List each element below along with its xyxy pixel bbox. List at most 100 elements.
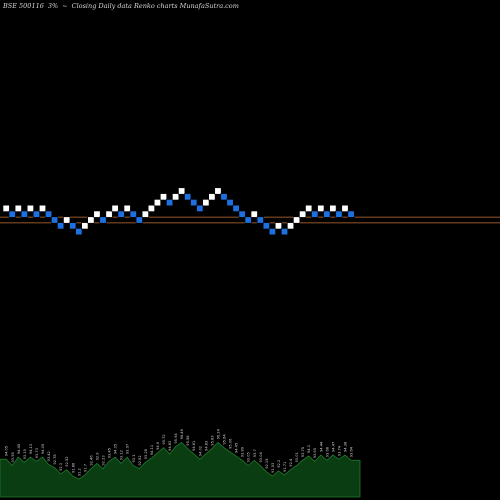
- volume-label: 91.86: [71, 462, 75, 473]
- renko-bricks: [2, 187, 355, 236]
- volume-label: 93.75: [301, 447, 305, 457]
- renko-brick-down: [226, 199, 234, 207]
- volume-label: 94.38: [344, 441, 348, 452]
- volume-label: 91.7: [83, 464, 87, 472]
- volume-label: 91.53: [271, 463, 275, 473]
- volume-label: 94.9: [156, 441, 160, 450]
- renko-brick-up: [178, 187, 186, 195]
- renko-brick-down: [311, 210, 319, 218]
- volume-label: 94.13: [29, 444, 33, 454]
- renko-brick-down: [232, 204, 240, 212]
- volume-label: 93.55: [11, 452, 15, 462]
- volume-label: 94.44: [319, 441, 323, 452]
- volume-label: 93.42: [47, 451, 51, 461]
- renko-brick-up: [105, 210, 113, 218]
- renko-brick-down: [99, 216, 107, 224]
- volume-label: 95.72: [162, 434, 166, 444]
- volume-label: 93.97: [126, 444, 130, 454]
- renko-brick-down: [220, 193, 228, 201]
- renko-brick-down: [238, 210, 246, 218]
- volume-label: 92.3: [59, 463, 63, 471]
- volume-label: 95.06: [229, 438, 233, 449]
- renko-brick-up: [141, 210, 149, 218]
- volume-area: [0, 441, 361, 498]
- renko-brick-down: [8, 210, 16, 218]
- renko-brick-up: [2, 204, 10, 212]
- renko-brick-up: [293, 216, 301, 224]
- volume-label: 94.47: [331, 442, 335, 452]
- renko-brick-down: [20, 210, 28, 218]
- volume-label: 93.74: [337, 445, 341, 456]
- renko-brick-up: [250, 210, 258, 218]
- volume-label: 94.83: [204, 441, 208, 451]
- renko-brick-down: [184, 193, 192, 201]
- volume-label: 93.28: [144, 448, 148, 459]
- volume-label: 93.73: [35, 448, 39, 458]
- renko-brick-up: [208, 193, 216, 201]
- renko-brick-up: [153, 199, 161, 207]
- renko-brick-up: [38, 204, 46, 212]
- volume-label: 94.11: [150, 445, 154, 455]
- renko-brick-up: [123, 204, 131, 212]
- renko-brick-up: [287, 222, 295, 230]
- renko-brick-down: [45, 210, 53, 218]
- volume-label: 92.46: [89, 455, 93, 466]
- volume-label: 93.45: [108, 448, 112, 458]
- volume-label: 93.15: [23, 449, 27, 459]
- renko-brick-down: [135, 216, 143, 224]
- volume-label: 95.83: [210, 435, 214, 445]
- renko-brick-up: [341, 204, 349, 212]
- renko-brick-down: [75, 228, 83, 236]
- renko-brick-up: [202, 199, 210, 207]
- renko-brick-down: [335, 210, 343, 218]
- volume-label: 93.7: [253, 449, 257, 457]
- volume-label: 91.2: [77, 468, 81, 476]
- renko-brick-down: [190, 199, 198, 207]
- volume-label: 94.05: [5, 446, 9, 456]
- renko-brick-down: [117, 210, 125, 218]
- volume-label: 92.78: [53, 454, 57, 465]
- renko-brick-down: [166, 199, 174, 207]
- volume-label: 94.05: [114, 444, 118, 454]
- renko-brick-down: [129, 210, 137, 218]
- volume-label: 95.94: [174, 433, 178, 444]
- volume-label: 94.45: [17, 444, 21, 454]
- volume-label: 93.64: [350, 446, 354, 457]
- volume-label: 92.52: [65, 456, 69, 466]
- renko-brick-up: [93, 210, 101, 218]
- renko-brick-up: [63, 216, 71, 224]
- renko-brick-up: [147, 204, 155, 212]
- volume-label: 96.46: [180, 428, 184, 439]
- renko-brick-up: [14, 204, 22, 212]
- renko-brick-up: [172, 193, 180, 201]
- renko-brick-down: [57, 222, 65, 230]
- trend-arrow: ~: [62, 2, 68, 10]
- renko-brick-up: [111, 204, 119, 212]
- volume-area-fill: [0, 441, 361, 498]
- volume-label: 93.68: [325, 446, 329, 457]
- renko-brick-up: [299, 210, 307, 218]
- volume-label: 94.3: [307, 445, 311, 453]
- renko-brick-down: [51, 216, 59, 224]
- renko-brick-up: [87, 216, 95, 224]
- volume-label: 94.45: [235, 443, 239, 453]
- volume-label: 93.1: [132, 454, 136, 462]
- renko-brick-down: [244, 216, 252, 224]
- renko-brick-up: [329, 204, 337, 212]
- renko-brick-down: [32, 210, 40, 218]
- renko-brick-up: [305, 204, 313, 212]
- renko-brick-down: [256, 216, 264, 224]
- renko-brick-down: [323, 210, 331, 218]
- volume-label: 92.4: [289, 458, 293, 467]
- volume-label: 94.61: [192, 441, 196, 451]
- volume-label: 92.52: [138, 455, 142, 465]
- volume-label: 92.23: [102, 455, 106, 465]
- volume-label: 94.02: [198, 446, 202, 456]
- volume-label: 94.83: [168, 441, 172, 451]
- volume-label: 93.89: [241, 446, 245, 457]
- volume-label: 92.9: [95, 452, 99, 461]
- volume-label: 95.58: [186, 435, 190, 446]
- chart-title: BSE 500116 3% ~ Closing Daily data Renko ch…: [3, 2, 243, 10]
- volume-label: 93.12: [120, 450, 124, 460]
